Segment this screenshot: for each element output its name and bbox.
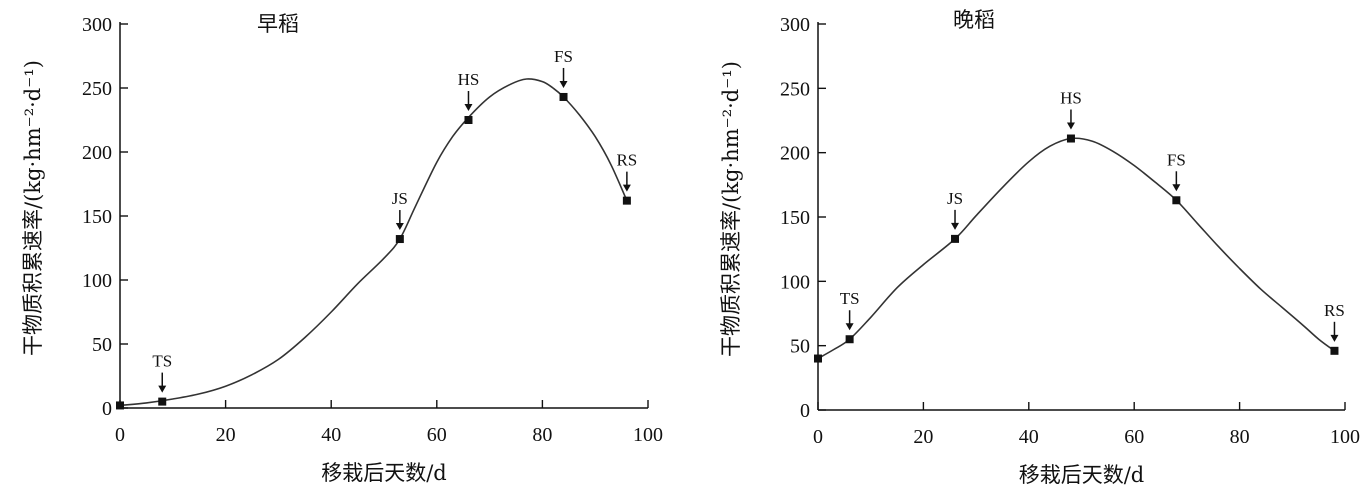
x-tick-label: 100: [1330, 426, 1360, 448]
stage-arrowhead: [951, 222, 960, 230]
y-tick-label: 50: [92, 334, 112, 356]
y-tick-label: 100: [82, 270, 112, 292]
data-point: [1066, 134, 1075, 143]
stage-label: HS: [458, 70, 480, 89]
data-point: [464, 116, 473, 124]
stage-label: JS: [947, 189, 963, 208]
stage-arrowhead: [464, 104, 473, 111]
data-point: [559, 92, 568, 101]
stage-label: FS: [554, 47, 573, 66]
fitted-curve: [817, 137, 1335, 360]
stage-arrowhead: [1066, 122, 1075, 130]
x-tick-label: 20: [216, 424, 236, 446]
x-tick-label: 0: [813, 426, 823, 448]
x-tick-label: 40: [1019, 426, 1039, 448]
y-tick-label: 150: [82, 206, 112, 228]
x-tick-label: 60: [427, 424, 447, 446]
y-tick-label: 200: [780, 143, 810, 165]
y-tick-label: 0: [102, 398, 112, 420]
data-point: [845, 335, 854, 344]
data-point: [116, 401, 124, 410]
stage-label: FS: [1167, 150, 1186, 169]
stage-arrowhead: [845, 323, 854, 331]
y-tick-label: 0: [800, 400, 810, 422]
y-tick-label: 200: [82, 142, 112, 164]
panel-title: 晚稻: [953, 8, 995, 32]
stage-label: RS: [1324, 301, 1345, 320]
fitted-curve: [119, 78, 628, 407]
stage-label: TS: [840, 289, 860, 308]
y-tick-label: 250: [82, 78, 112, 100]
x-tick-label: 80: [532, 424, 552, 446]
data-point: [622, 196, 631, 205]
data-point: [395, 235, 404, 244]
x-tick-label: 80: [1230, 426, 1250, 448]
stage-arrowhead: [559, 80, 568, 88]
y-tick-label: 250: [780, 78, 810, 100]
stage-label: TS: [152, 352, 172, 371]
stage-arrowhead: [1172, 184, 1181, 192]
x-axis-title: 移栽后天数/d: [1019, 463, 1145, 487]
y-axis-title: 干物质积累速率/(kg·hm⁻²·d⁻¹): [719, 61, 743, 357]
data-point: [951, 234, 960, 243]
stage-arrowhead: [1330, 334, 1339, 342]
stage-label: HS: [1060, 89, 1082, 108]
y-tick-label: 100: [780, 271, 810, 293]
data-point: [158, 397, 167, 406]
data-point: [814, 354, 822, 363]
x-tick-label: 40: [321, 424, 341, 446]
x-tick-label: 20: [913, 426, 933, 448]
data-point: [1330, 346, 1339, 355]
x-axis-title: 移栽后天数/d: [321, 461, 447, 485]
stage-label: RS: [616, 151, 637, 170]
x-tick-label: 60: [1124, 426, 1144, 448]
x-tick-label: 100: [633, 424, 663, 446]
y-tick-label: 50: [790, 336, 810, 358]
stage-arrowhead: [395, 223, 404, 231]
data-point: [1172, 196, 1181, 205]
y-axis-title: 干物质积累速率/(kg·hm⁻²·d⁻¹): [21, 60, 45, 356]
y-tick-label: 300: [82, 14, 112, 36]
stage-arrowhead: [158, 385, 167, 393]
x-tick-label: 0: [115, 424, 125, 446]
stage-label: JS: [392, 189, 408, 208]
y-tick-label: 300: [780, 14, 810, 36]
panel-title: 早稻: [257, 12, 299, 36]
stage-arrowhead: [622, 184, 631, 192]
y-tick-label: 150: [780, 207, 810, 229]
